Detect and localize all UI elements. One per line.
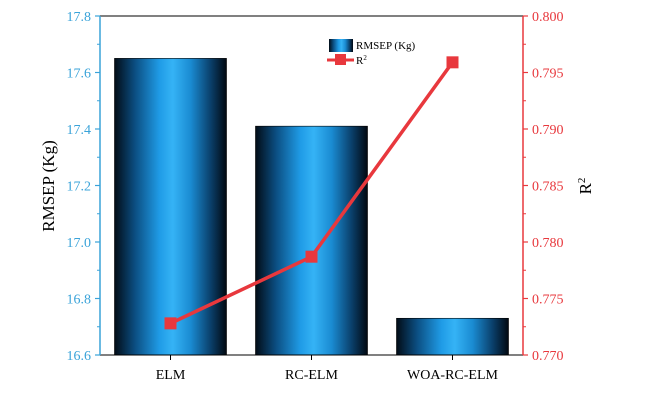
r2-marker-rc-elm [305, 250, 318, 263]
right-tick-label: 0.790 [532, 123, 564, 138]
x-axis-ticks: ELM RC-ELM WOA-RC-ELM [156, 355, 499, 383]
x-tick-label: WOA-RC-ELM [407, 368, 499, 383]
left-axis-title: RMSEP (Kg) [39, 140, 58, 231]
r2-marker-woa-rc-elm [446, 56, 459, 69]
left-tick-label: 17.6 [67, 67, 92, 82]
right-tick-label: 0.775 [532, 293, 564, 308]
bar-rc-elm [255, 125, 368, 356]
left-tick-label: 17.8 [67, 10, 92, 25]
x-tick-label: ELM [156, 368, 186, 383]
bars-layer [114, 58, 509, 356]
left-tick-label: 17.2 [67, 180, 92, 195]
legend-bar-swatch [329, 39, 353, 52]
r2-marker-elm [164, 317, 177, 330]
right-tick-label: 0.800 [532, 10, 564, 25]
right-axis-title-sup: 2 [576, 178, 588, 184]
right-tick-label: 0.785 [532, 180, 564, 195]
legend-line-label-sup: 2 [363, 54, 367, 62]
right-tick-label: 0.770 [532, 349, 564, 364]
right-axis-title-base: R [576, 182, 595, 194]
left-axis-ticks: 16.6 16.8 17.0 17.2 17.4 17.6 17.8 [67, 10, 100, 364]
right-axis-ticks: 0.770 0.775 0.780 0.785 0.790 0.795 0.800 [523, 10, 564, 364]
legend: RMSEP (Kg) R2 [327, 39, 416, 67]
legend-line-label-base: R [356, 55, 364, 67]
line-layer [164, 56, 459, 330]
x-tick-label: RC-ELM [285, 368, 338, 383]
left-tick-label: 17.0 [67, 236, 92, 251]
legend-line-label: R2 [356, 54, 367, 67]
left-tick-label: 16.8 [67, 293, 92, 308]
left-tick-label: 16.6 [67, 349, 92, 364]
bar-woa-rc-elm [396, 317, 509, 356]
right-tick-label: 0.795 [532, 67, 564, 82]
legend-line-marker [335, 54, 346, 65]
legend-bar-label: RMSEP (Kg) [356, 40, 416, 52]
right-tick-label: 0.780 [532, 236, 564, 251]
bar-elm [114, 58, 227, 356]
right-axis-title: R2 [576, 178, 595, 195]
left-tick-label: 17.4 [67, 123, 92, 138]
